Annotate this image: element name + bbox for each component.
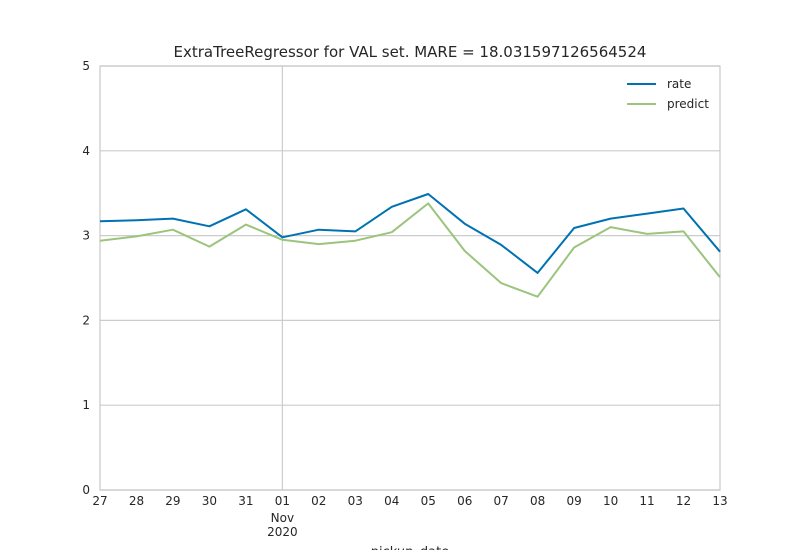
legend: rate predict xyxy=(627,77,709,111)
x-tick-label: 08 xyxy=(530,494,545,508)
x-tick-label: 06 xyxy=(457,494,472,508)
y-axis-ticks: 0 1 2 3 4 5 xyxy=(82,59,90,497)
x-tick-label: 29 xyxy=(165,494,180,508)
plot-area xyxy=(99,65,721,491)
y-tick-label: 3 xyxy=(82,229,90,243)
chart-title: ExtraTreeRegressor for VAL set. MARE = 1… xyxy=(174,43,647,61)
y-tick-label: 4 xyxy=(82,144,90,158)
x-tick-label: 10 xyxy=(603,494,618,508)
x-tick-label: 09 xyxy=(566,494,581,508)
x-tick-label: 02 xyxy=(311,494,326,508)
x-tick-label: 11 xyxy=(639,494,654,508)
x-tick-secondary-label: 2020 xyxy=(267,525,298,539)
legend-label-predict: predict xyxy=(667,97,709,111)
x-tick-label: 04 xyxy=(384,494,399,508)
x-tick-label: 12 xyxy=(676,494,691,508)
x-tick-label: 01 xyxy=(275,494,290,508)
y-tick-label: 1 xyxy=(82,398,90,412)
x-tick-label: 03 xyxy=(348,494,363,508)
x-tick-label: 31 xyxy=(238,494,253,508)
x-tick-label: 27 xyxy=(92,494,107,508)
x-tick-label: 28 xyxy=(129,494,144,508)
x-tick-secondary-label: Nov xyxy=(271,511,294,525)
x-tick-label: 05 xyxy=(421,494,436,508)
x-axis-label: pickup_date xyxy=(371,545,449,550)
series-line-rate xyxy=(99,193,721,274)
grid xyxy=(100,65,720,491)
series-line-predict xyxy=(99,202,721,298)
x-tick-label: 07 xyxy=(494,494,509,508)
y-tick-label: 0 xyxy=(82,483,90,497)
series-lines xyxy=(99,193,721,298)
legend-label-rate: rate xyxy=(667,77,691,91)
y-tick-label: 2 xyxy=(82,313,90,327)
y-tick-label: 5 xyxy=(82,59,90,73)
x-tick-label: 30 xyxy=(202,494,217,508)
x-tick-label: 13 xyxy=(712,494,727,508)
